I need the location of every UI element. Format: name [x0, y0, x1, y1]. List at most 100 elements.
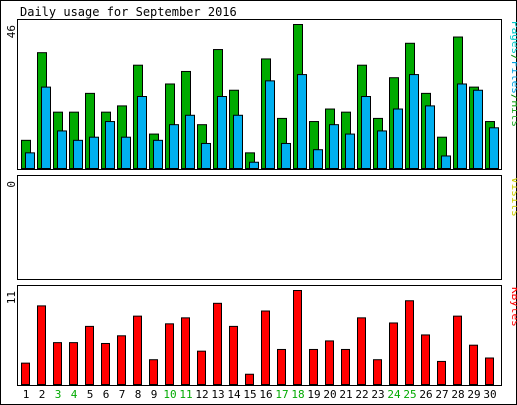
bar-files-day-27 — [441, 155, 451, 169]
bar-files-day-28 — [457, 83, 467, 169]
day-label-20: 20 — [323, 388, 336, 401]
legend-part: Hits — [509, 101, 517, 128]
panel-legend: Pages/Files/Hits — [509, 21, 517, 127]
bar-files-day-7 — [121, 136, 131, 169]
panel-kbytes: 11 KBytes — [5, 285, 517, 386]
day-axis-labels: 1 2 3 4 5 6 7 8 9 10 11 12 13 14 15 16 17 18 19 20 21 22 23 24 2… — [23, 388, 497, 401]
bar-files-day-6 — [105, 121, 115, 169]
day-label-9: 9 — [151, 388, 158, 401]
bar-files-day-26 — [425, 105, 435, 169]
day-label-22: 22 — [355, 388, 368, 401]
day-label-17: 17 — [275, 388, 288, 401]
day-label-25: 25 — [403, 388, 416, 401]
bar-files-day-15 — [249, 161, 259, 170]
bar-kbytes-day-1 — [21, 362, 30, 385]
day-label-16: 16 — [259, 388, 272, 401]
bar-kbytes-day-2 — [37, 305, 46, 385]
day-label-3: 3 — [55, 388, 62, 401]
bar-kbytes-day-8 — [133, 315, 142, 385]
bar-files-day-22 — [361, 96, 371, 169]
legend-part: / — [509, 94, 517, 101]
bar-kbytes-day-13 — [213, 302, 222, 385]
day-label-8: 8 — [135, 388, 142, 401]
bar-kbytes-day-9 — [149, 359, 158, 385]
legend-part: Visits — [509, 177, 517, 217]
bar-files-day-16 — [265, 80, 275, 169]
day-label-4: 4 — [71, 388, 78, 401]
day-label-15: 15 — [243, 388, 256, 401]
chart-title: Daily usage for September 2016 — [20, 5, 237, 19]
day-label-7: 7 — [119, 388, 126, 401]
day-label-27: 27 — [435, 388, 448, 401]
bar-files-day-19 — [313, 149, 323, 169]
bar-kbytes-day-3 — [53, 342, 62, 385]
bar-kbytes-day-12 — [197, 350, 206, 386]
panel-visits: 0 Visits — [5, 175, 517, 280]
bar-kbytes-day-15 — [245, 373, 254, 385]
bar-kbytes-day-23 — [373, 359, 382, 385]
day-label-6: 6 — [103, 388, 110, 401]
bar-kbytes-day-16 — [261, 310, 270, 385]
bars-kbytes — [21, 290, 494, 386]
day-label-1: 1 — [23, 388, 30, 401]
bar-kbytes-day-5 — [85, 325, 94, 385]
bar-files-day-10 — [169, 124, 179, 169]
bar-kbytes-day-14 — [229, 325, 238, 385]
day-label-30: 30 — [483, 388, 496, 401]
day-label-14: 14 — [227, 388, 241, 401]
day-label-29: 29 — [467, 388, 480, 401]
bars-hits-files-pages — [21, 24, 499, 170]
bar-kbytes-day-25 — [405, 300, 414, 385]
bar-kbytes-day-17 — [277, 348, 286, 385]
day-label-13: 13 — [211, 388, 224, 401]
bar-kbytes-day-24 — [389, 322, 398, 385]
bar-files-day-14 — [233, 114, 243, 169]
day-label-24: 24 — [387, 388, 401, 401]
day-label-10: 10 — [163, 388, 176, 401]
bar-kbytes-day-11 — [181, 317, 190, 386]
bar-files-day-11 — [185, 114, 195, 169]
bar-kbytes-day-7 — [117, 335, 126, 386]
bar-kbytes-day-21 — [341, 348, 350, 385]
bar-files-day-13 — [217, 96, 227, 169]
panel-frame — [17, 285, 502, 386]
bar-kbytes-day-19 — [309, 348, 318, 385]
legend-part: / — [509, 54, 517, 61]
bar-files-day-5 — [89, 136, 99, 169]
bar-kbytes-day-29 — [469, 344, 478, 386]
bar-files-day-3 — [57, 130, 67, 169]
day-label-19: 19 — [307, 388, 320, 401]
bar-files-day-8 — [137, 96, 147, 169]
bar-files-day-23 — [377, 130, 387, 169]
bar-kbytes-day-22 — [357, 317, 366, 386]
bar-files-day-21 — [345, 133, 355, 169]
day-label-28: 28 — [451, 388, 464, 401]
day-label-26: 26 — [419, 388, 432, 401]
legend-part: Files — [509, 61, 517, 94]
bar-files-day-25 — [409, 74, 419, 169]
bar-kbytes-day-30 — [485, 357, 494, 386]
bar-kbytes-day-10 — [165, 323, 174, 385]
bar-files-day-29 — [473, 89, 483, 169]
day-label-2: 2 — [39, 388, 46, 401]
bar-files-day-1 — [25, 152, 35, 169]
legend-part: KBytes — [509, 287, 517, 327]
bar-kbytes-day-27 — [437, 360, 446, 386]
bar-files-day-4 — [73, 139, 83, 169]
day-label-21: 21 — [339, 388, 352, 401]
day-label-18: 18 — [291, 388, 304, 401]
bar-files-day-9 — [153, 139, 163, 169]
day-label-23: 23 — [371, 388, 384, 401]
panel-legend: Visits — [509, 177, 517, 217]
bar-kbytes-day-4 — [69, 342, 78, 385]
bar-kbytes-day-28 — [453, 315, 462, 385]
bar-files-day-12 — [201, 142, 211, 170]
bar-files-day-30 — [489, 127, 499, 169]
bar-kbytes-day-6 — [101, 342, 110, 385]
day-label-11: 11 — [179, 388, 192, 401]
panel-ymax-label: 11 — [5, 291, 18, 304]
bar-files-day-2 — [41, 86, 51, 169]
panel-frame — [17, 175, 502, 280]
